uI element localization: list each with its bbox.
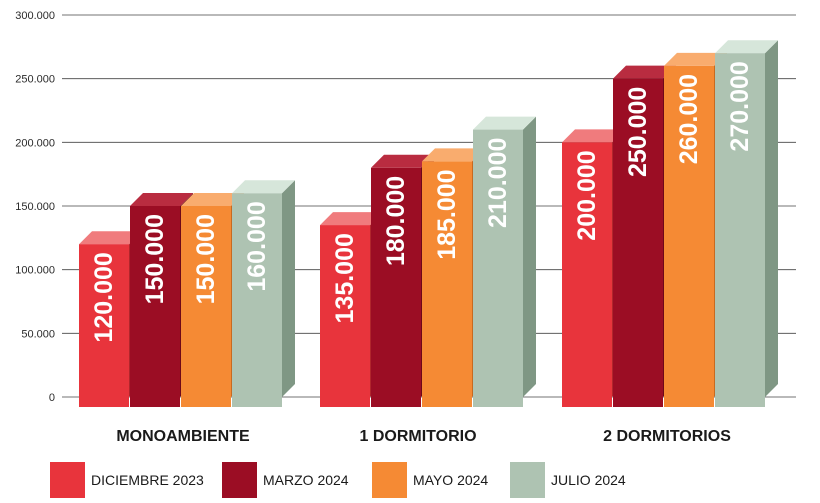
bar-side xyxy=(282,180,295,397)
legend-swatch xyxy=(510,462,545,498)
legend-label: JULIO 2024 xyxy=(551,472,626,488)
bar-top xyxy=(130,193,193,206)
y-tick-label: 0 xyxy=(49,392,55,404)
y-axis-ticks: 0 50.000 100.000 150.000 200.000 250.000 300.0… xyxy=(15,10,55,404)
bar-front xyxy=(181,206,231,407)
legend-swatch xyxy=(50,462,85,498)
bar: 270.000 xyxy=(715,40,778,407)
bar-front xyxy=(422,161,472,407)
legend-swatch xyxy=(222,462,257,498)
legend: DICIEMBRE 2023 MARZO 2024 MAYO 2024 JULIO 2… xyxy=(50,462,810,498)
category-label: 2 DORMITORIOS xyxy=(603,428,731,445)
legend-label: MARZO 2024 xyxy=(263,472,349,488)
bar-top xyxy=(320,212,383,226)
bar: 160.000 xyxy=(232,180,295,407)
data-label: 135.000 xyxy=(331,233,359,323)
y-tick-label: 300.000 xyxy=(15,10,55,22)
bar-front xyxy=(473,129,523,407)
data-label: 150.000 xyxy=(192,214,220,304)
y-tick-label: 150.000 xyxy=(15,201,55,213)
data-label: 250.000 xyxy=(624,87,652,177)
category-labels: MONOAMBIENTE 1 DORMITORIO 2 DORMITORIOS xyxy=(116,428,731,445)
bar-top xyxy=(79,231,142,245)
bar-front xyxy=(613,78,663,408)
data-label: 180.000 xyxy=(382,176,410,266)
data-label: 260.000 xyxy=(675,74,703,164)
bar-front xyxy=(320,225,370,407)
bar-front xyxy=(371,167,421,407)
bar-top xyxy=(422,148,485,162)
bar-top xyxy=(613,65,676,79)
legend-label: MAYO 2024 xyxy=(413,472,489,488)
bars: 120.000 150.000 150.000 160.000 135.000 180.0… xyxy=(79,40,778,408)
bar-top xyxy=(232,180,295,194)
bar-side xyxy=(523,116,536,397)
data-label: 200.000 xyxy=(573,150,601,240)
data-label: 150.000 xyxy=(141,214,169,304)
bar-top xyxy=(371,154,434,168)
bar-front xyxy=(130,206,180,407)
y-tick-label: 250.000 xyxy=(15,74,55,86)
bar-front xyxy=(232,193,282,407)
data-label: 120.000 xyxy=(90,252,118,342)
category-label: MONOAMBIENTE xyxy=(116,428,250,445)
bar-front xyxy=(79,244,129,407)
bar: 210.000 xyxy=(473,116,536,407)
bar-top xyxy=(181,193,244,206)
bar-side xyxy=(765,40,778,397)
y-tick-label: 50.000 xyxy=(21,328,55,340)
bar-top xyxy=(664,52,727,66)
bar-top xyxy=(562,129,625,143)
bar-top xyxy=(715,40,778,54)
bar-chart: 0 50.000 100.000 150.000 200.000 250.000 300.0… xyxy=(15,10,796,445)
data-label: 185.000 xyxy=(433,169,461,259)
bar-front xyxy=(715,53,765,407)
category-label: 1 DORMITORIO xyxy=(359,428,476,445)
y-tick-label: 200.000 xyxy=(15,137,55,149)
legend-swatch xyxy=(372,462,407,498)
y-tick-label: 100.000 xyxy=(15,265,55,277)
data-label: 210.000 xyxy=(484,138,512,228)
bar-front xyxy=(664,65,714,407)
legend-label: DICIEMBRE 2023 xyxy=(91,472,204,488)
bar-top xyxy=(473,116,536,130)
data-label: 270.000 xyxy=(726,61,754,151)
bar-front xyxy=(562,142,612,408)
data-label: 160.000 xyxy=(243,201,271,291)
